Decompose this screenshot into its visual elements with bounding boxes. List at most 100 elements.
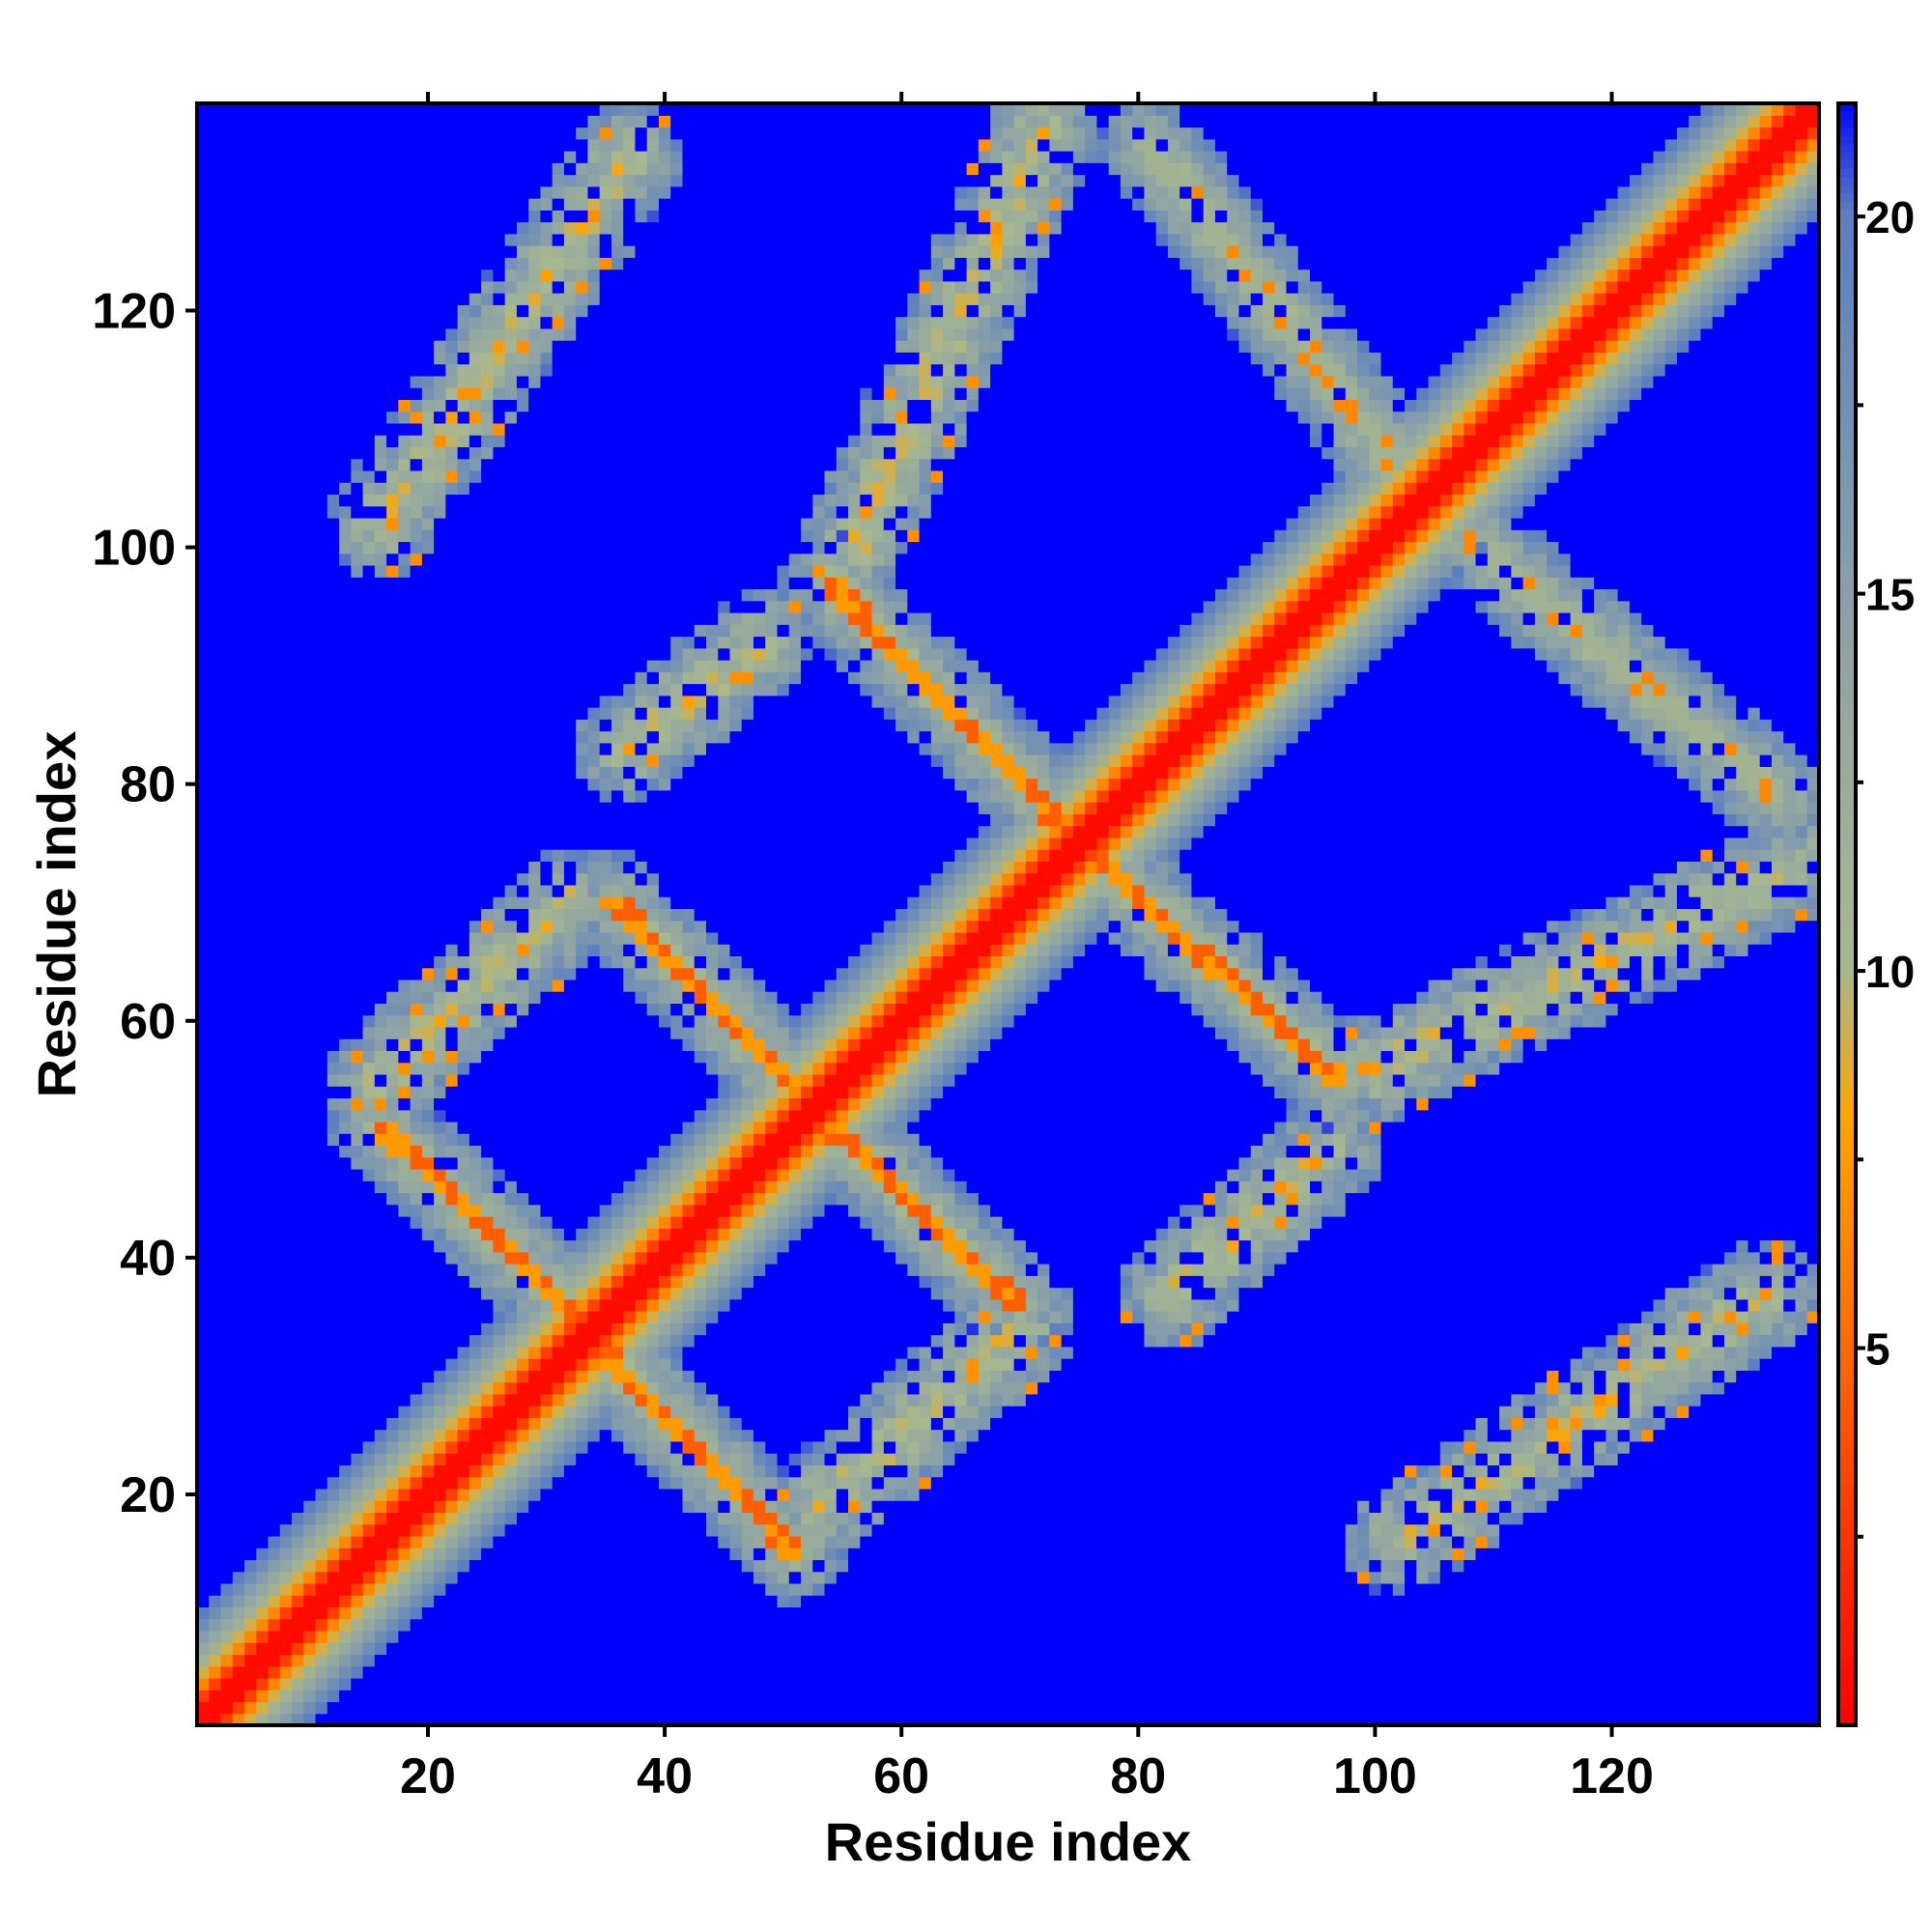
heatmap-cell (410, 872, 423, 886)
heatmap-cell (599, 967, 612, 980)
heatmap-cell (410, 1192, 423, 1206)
heatmap-cell (445, 517, 459, 530)
heatmap-cell (623, 1275, 637, 1289)
heatmap-cell (398, 1618, 412, 1632)
heatmap-cell (410, 1014, 423, 1028)
heatmap-cell (197, 660, 210, 672)
heatmap-cell (445, 494, 459, 507)
heatmap-cell (493, 1156, 506, 1170)
heatmap-cell (339, 896, 352, 909)
heatmap-cell (528, 1488, 542, 1501)
heatmap-cell (268, 469, 281, 483)
heatmap-cell (576, 245, 589, 258)
heatmap-cell (552, 813, 565, 827)
heatmap-cell (327, 944, 340, 956)
heatmap-cell (469, 1251, 482, 1264)
heatmap-cell (563, 1453, 577, 1465)
heatmap-cell (268, 411, 281, 424)
heatmap-cell (481, 955, 494, 969)
heatmap-cell (327, 1228, 340, 1241)
heatmap-cell (410, 1548, 423, 1561)
heatmap-cell (445, 541, 459, 554)
heatmap-cell (457, 695, 470, 708)
heatmap-cell (268, 1275, 281, 1289)
heatmap-cell (563, 316, 577, 329)
heatmap-cell (540, 257, 554, 270)
heatmap-cell (351, 825, 364, 838)
heatmap-cell (410, 695, 423, 708)
heatmap-cell (434, 399, 446, 412)
heatmap-cell (386, 269, 399, 282)
heatmap-cell (232, 115, 245, 128)
heatmap-cell (587, 1713, 601, 1726)
heatmap-cell (386, 1180, 399, 1194)
heatmap-cell (552, 375, 565, 388)
heatmap-cell (303, 1311, 317, 1323)
heatmap-cell (398, 233, 412, 246)
heatmap-cell (256, 553, 270, 566)
heatmap-cell (611, 162, 624, 176)
heatmap-cell (220, 1417, 234, 1431)
heatmap-cell (209, 185, 222, 199)
heatmap-cell (611, 280, 624, 294)
heatmap-cell (504, 1464, 518, 1478)
heatmap-cell (374, 944, 387, 956)
heatmap-cell (268, 1334, 281, 1348)
heatmap-cell (410, 1239, 423, 1253)
heatmap-cell (220, 1062, 234, 1075)
heatmap-cell (292, 1145, 304, 1158)
heatmap-cell (209, 1642, 222, 1656)
heatmap-cell (528, 280, 542, 294)
heatmap-cell (504, 1121, 518, 1134)
heatmap-cell (516, 1512, 529, 1525)
heatmap-cell (374, 327, 387, 341)
heatmap-cell (292, 363, 304, 377)
heatmap-cell (445, 849, 459, 862)
heatmap-cell (398, 115, 412, 128)
heatmap-cell (351, 1192, 364, 1206)
heatmap-cell (362, 802, 376, 814)
heatmap-cell (374, 363, 387, 377)
heatmap-cell (611, 517, 624, 530)
heatmap-cell (315, 1216, 328, 1229)
heatmap-cell (552, 1251, 565, 1264)
heatmap-cell (516, 469, 529, 483)
heatmap-cell (434, 257, 446, 270)
heatmap-cell (351, 979, 364, 992)
heatmap-cell (563, 375, 577, 388)
heatmap-cell (398, 1393, 412, 1406)
heatmap-cell (398, 387, 412, 400)
heatmap-cell (576, 991, 589, 1005)
heatmap-cell (410, 564, 423, 578)
heatmap-cell (197, 293, 210, 305)
heatmap-cell (374, 1204, 387, 1217)
heatmap-cell (481, 1346, 494, 1359)
heatmap-cell (576, 1440, 589, 1454)
heatmap-cell (576, 1417, 589, 1431)
heatmap-cell (209, 600, 222, 613)
heatmap-cell (268, 399, 281, 412)
heatmap-cell (197, 1606, 210, 1620)
heatmap-cell (398, 991, 412, 1005)
heatmap-cell (516, 1334, 529, 1348)
heatmap-cell (292, 1038, 304, 1052)
heatmap-cell (303, 1003, 317, 1016)
heatmap-cell (339, 789, 352, 803)
heatmap-cell (268, 280, 281, 294)
heatmap-cell (279, 1264, 293, 1276)
heatmap-cell (587, 683, 601, 696)
heatmap-cell (209, 695, 222, 708)
heatmap-cell (292, 979, 304, 992)
heatmap-cell (623, 1298, 637, 1312)
heatmap-cell (279, 1086, 293, 1099)
heatmap-cell (410, 1665, 423, 1679)
heatmap-cell (232, 1512, 245, 1525)
heatmap-cell (421, 1535, 435, 1548)
heatmap-cell (268, 1014, 281, 1028)
heatmap-cell (421, 636, 435, 649)
heatmap-cell (576, 1251, 589, 1264)
heatmap-cell (398, 778, 412, 791)
heatmap-cell (374, 872, 387, 886)
heatmap-cell (540, 1630, 554, 1643)
heatmap-cell (504, 245, 518, 258)
